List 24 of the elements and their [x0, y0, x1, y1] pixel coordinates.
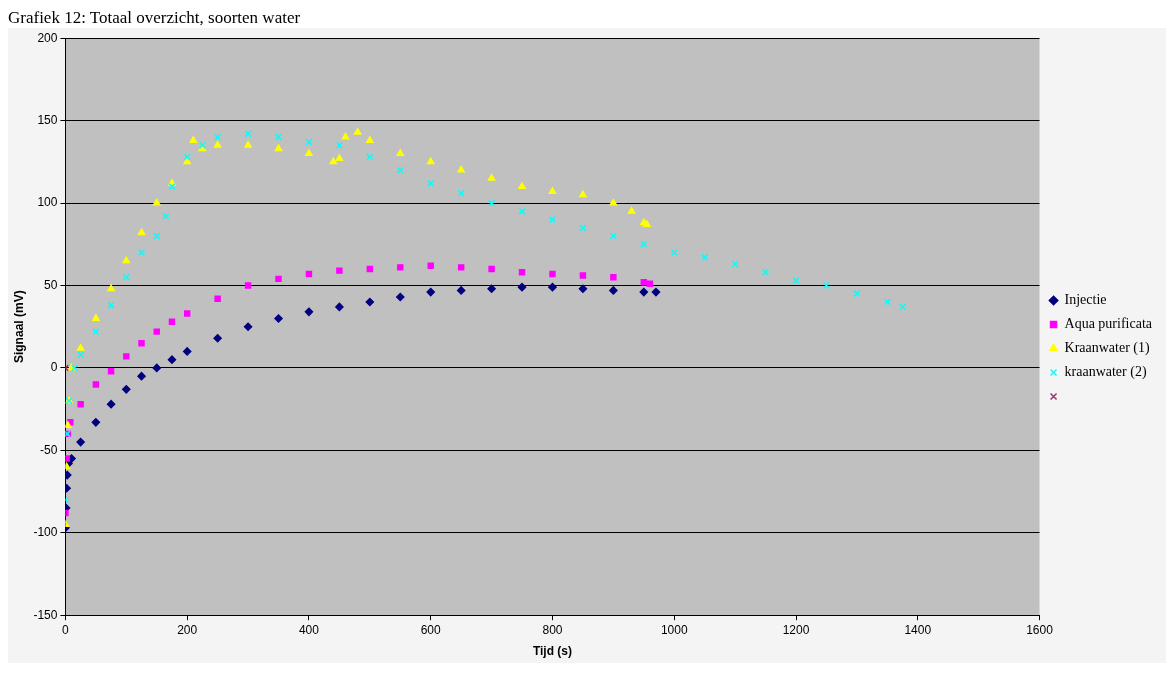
x-tick-label: 400	[298, 622, 320, 637]
y-tick-label: 150	[37, 112, 58, 127]
y-tick-label: 200	[37, 30, 58, 45]
legend-label: kraanwater (2)	[1064, 364, 1147, 381]
y-tick-label: 100	[37, 195, 58, 210]
y-axis-title: Signaal (mV)	[11, 290, 26, 364]
legend-label: Injectie	[1064, 292, 1107, 308]
y-tick-label: 0	[50, 360, 58, 375]
x-axis-title: Tijd (s)	[532, 644, 573, 659]
x-tick-label: 0	[62, 622, 70, 637]
y-tick-label: 50	[44, 277, 58, 292]
chart-title: Grafiek 12: Totaal overzicht, soorten water	[8, 8, 1166, 28]
x-tick-label: 1200	[782, 622, 810, 637]
y-tick-label: -100	[33, 525, 58, 540]
y-tick-label: -150	[33, 607, 58, 622]
x-tick-label: 800	[542, 622, 563, 637]
x-tick-label: 200	[177, 622, 198, 637]
legend-label: Aqua purificata	[1064, 316, 1153, 332]
legend-label: Kraanwater (1)	[1064, 340, 1150, 357]
x-tick-label: 1400	[904, 622, 932, 637]
y-tick-label: -50	[40, 442, 58, 457]
x-tick-label: 600	[420, 622, 442, 637]
x-tick-label: 1600	[1026, 622, 1054, 637]
x-tick-label: 1000	[660, 622, 688, 637]
